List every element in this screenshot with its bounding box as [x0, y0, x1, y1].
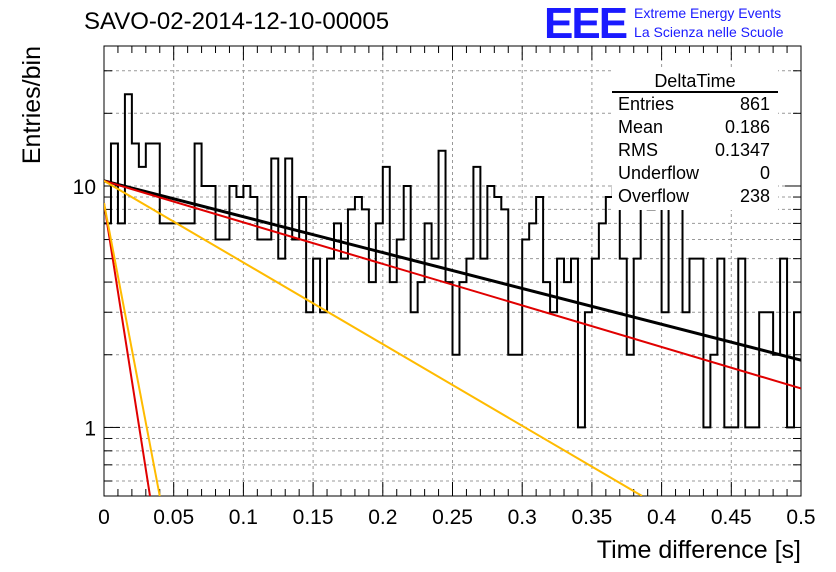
x-tick-label: 0.2 [368, 506, 397, 529]
stats-row-label: Mean [618, 117, 663, 137]
stats-row-label: Underflow [618, 163, 700, 183]
fit-line-2 [104, 179, 801, 390]
logo-line-2: La Scienza nelle Scuole [634, 24, 784, 40]
x-tick-label: 0.05 [153, 506, 194, 529]
stats-row-value: 0.186 [725, 117, 770, 137]
stats-box [612, 70, 778, 210]
x-tick-label: 0.25 [432, 506, 473, 529]
stats-row-value: 0.1347 [715, 140, 770, 160]
x-tick-label: 0.15 [293, 506, 334, 529]
y-axis-label: Entries/bin [18, 46, 46, 164]
logo-mark: EEE [544, 0, 628, 48]
stats-box-title: DeltaTime [654, 71, 735, 91]
x-tick-label: 0 [98, 506, 110, 529]
stats-row-label: Overflow [618, 186, 690, 206]
x-tick-label: 0.4 [647, 506, 677, 529]
x-tick-label: 0.5 [786, 506, 815, 529]
stats-row-label: RMS [618, 140, 658, 160]
x-tick-label: 0.35 [571, 506, 612, 529]
fit-line-3 [104, 202, 151, 496]
eee-logo: EEE Extreme Energy Events La Scienza nel… [544, 0, 783, 48]
x-tick-label: 0.3 [508, 506, 537, 529]
x-tick-label: 0.45 [711, 506, 752, 529]
stats-row-label: Entries [618, 94, 674, 114]
y-tick-label: 10 [73, 176, 96, 199]
fit-line-5 [104, 202, 161, 496]
fit-line-1 [104, 179, 801, 362]
stats-row-value: 238 [740, 186, 770, 206]
y-tick-label: 1 [84, 417, 96, 440]
x-axis-label: Time difference [s] [597, 536, 801, 564]
x-tick-label: 0.1 [229, 506, 258, 529]
logo-line-1: Extreme Energy Events [634, 5, 782, 21]
stats-row-value: 861 [740, 94, 770, 114]
stats-row-value: 0 [760, 163, 770, 183]
logo-text: Extreme Energy Events La Scienza nelle S… [634, 4, 783, 42]
fit-line-4 [104, 180, 643, 496]
chart-title: SAVO-02-2014-12-10-00005 [84, 8, 390, 35]
